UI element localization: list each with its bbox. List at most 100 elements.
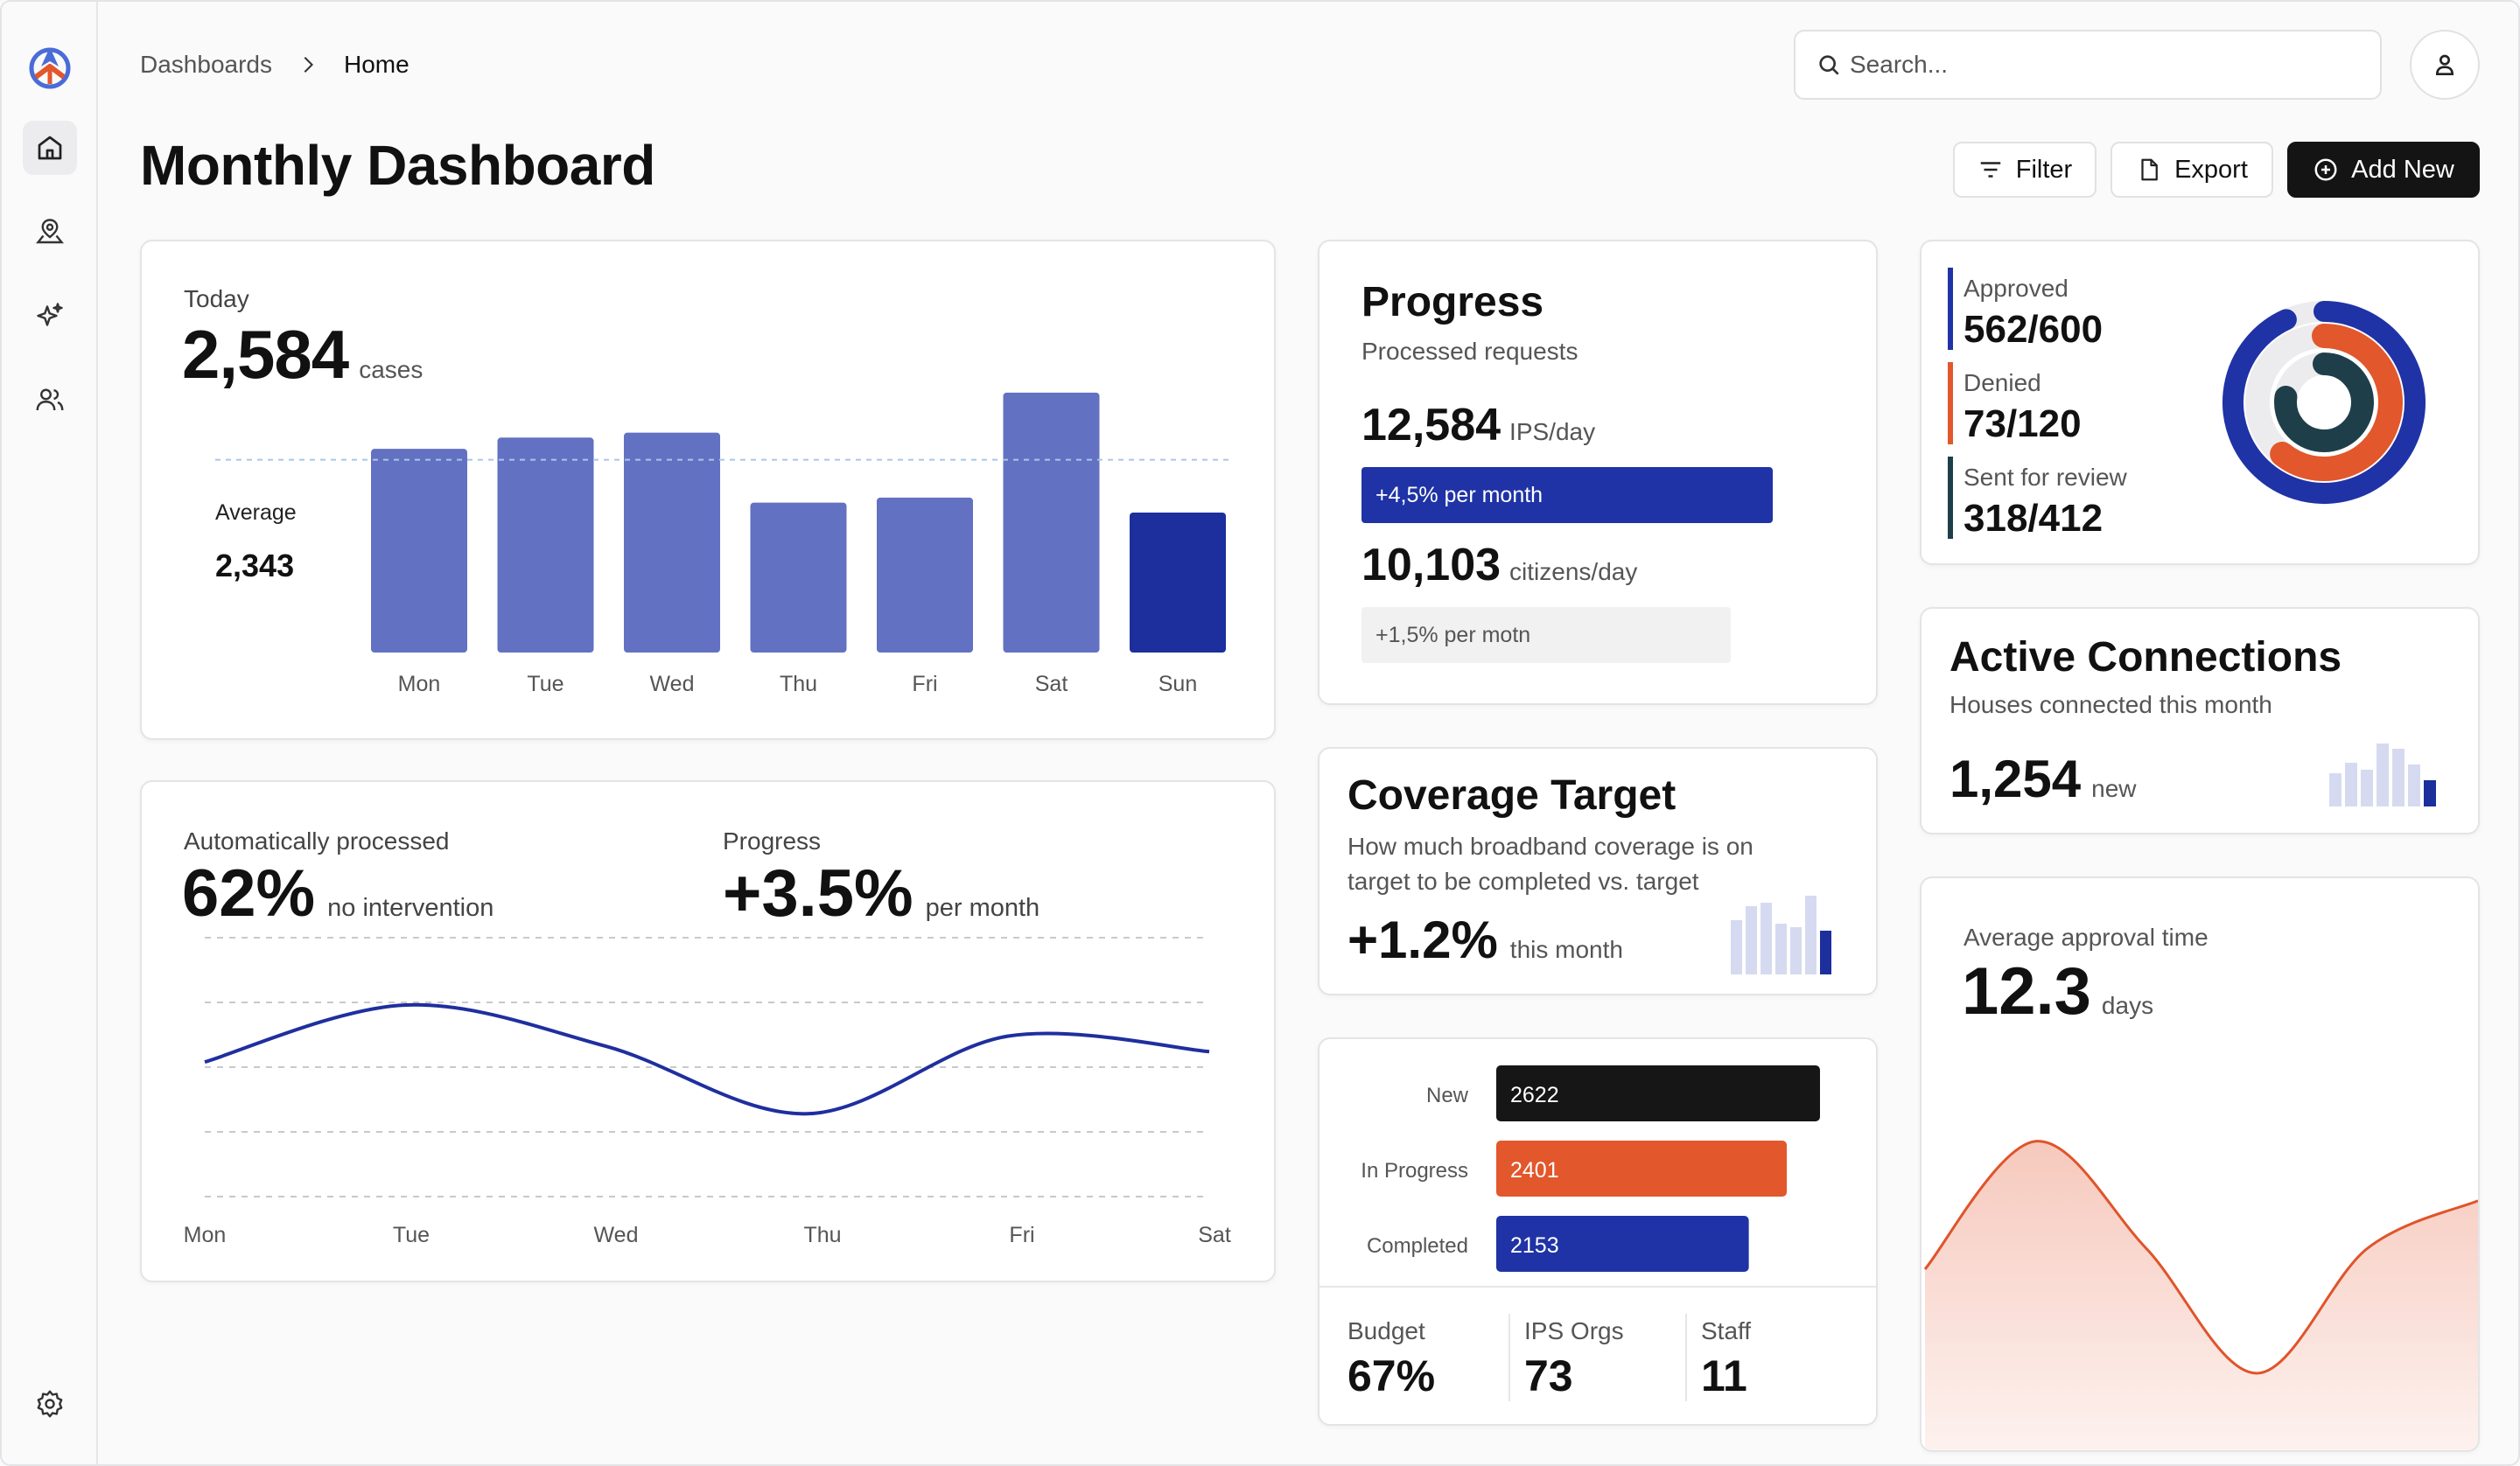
staff-stat: Staff 11 — [1701, 1317, 1751, 1401]
avg-approval-time-card: Average approval time 12.3 days — [1920, 876, 2480, 1452]
breadcrumb-home[interactable]: Home — [343, 51, 410, 78]
denied-label: Denied — [1964, 369, 2041, 396]
divider — [1685, 1314, 1687, 1401]
bar-fri — [877, 497, 973, 653]
x-tick-label: Tue — [393, 1223, 430, 1247]
user-avatar-button[interactable] — [2410, 30, 2480, 100]
progress-card: Progress Processed requests 12,584 IPS/d… — [1318, 240, 1878, 705]
today-value: 2,584 — [182, 316, 349, 393]
status-value-label: 2153 — [1510, 1233, 1559, 1258]
mini-bar — [1775, 924, 1787, 974]
ips-orgs-value: 73 — [1524, 1351, 1573, 1400]
users-icon — [36, 388, 64, 411]
logo-icon — [29, 47, 71, 89]
status-bar-1 — [1496, 1141, 1788, 1197]
review-label: Sent for review — [1964, 464, 2127, 491]
approved-label: Approved — [1964, 275, 2068, 302]
citizens-progress-label: +1,5% per motn — [1376, 622, 1531, 647]
divider — [1320, 1286, 1876, 1288]
average-value: 2,343 — [215, 548, 295, 583]
progress-subtitle: Processed requests — [1362, 338, 1578, 365]
progress-title: Progress — [1362, 279, 1544, 325]
mini-bar — [2376, 743, 2389, 806]
x-tick-label: Sat — [1035, 672, 1068, 696]
approved-marker — [1948, 268, 1953, 350]
status-category-label: New — [1426, 1084, 1469, 1107]
sidebar-item-home[interactable] — [23, 121, 77, 175]
x-tick-label: Thu — [780, 672, 817, 696]
coverage-value: +1.2% — [1348, 911, 1498, 969]
approval-status-card: Approved 562/600 Denied 73/120 Sent for … — [1920, 240, 2480, 565]
processed-line — [204, 1002, 1210, 1116]
sidebar-item-map[interactable] — [23, 205, 77, 259]
status-bar-0 — [1496, 1065, 1820, 1121]
export-button-label: Export — [2174, 155, 2248, 184]
status-category-label: Completed — [1367, 1234, 1468, 1258]
filter-button[interactable]: Filter — [1953, 142, 2096, 198]
connections-subtitle: Houses connected this month — [1950, 691, 2272, 718]
x-tick-label: Wed — [594, 1223, 639, 1247]
mini-bar — [2345, 763, 2357, 806]
x-tick-label: Fri — [1009, 1223, 1034, 1247]
progress-value: +3.5% — [723, 856, 914, 931]
connections-unit: new — [2091, 775, 2137, 802]
mini-bar — [1760, 903, 1772, 974]
status-bar-chart: New 2622 In Progress 2401 Completed 2153 — [1361, 1065, 1820, 1272]
approved-value: 562/600 — [1964, 308, 2104, 351]
avg-time-unit: days — [2101, 992, 2154, 1019]
ips-progress-label: +4,5% per month — [1376, 482, 1544, 507]
donut-arc-denied — [2270, 324, 2403, 481]
staff-value: 11 — [1701, 1351, 1747, 1400]
bar-sun — [1130, 513, 1226, 653]
chevron-right-icon — [304, 57, 313, 73]
staff-label: Staff — [1701, 1317, 1752, 1344]
auto-processed-label: Automatically processed — [184, 827, 450, 855]
approval-area-chart — [1923, 1140, 2478, 1450]
budget-value: 67% — [1348, 1351, 1436, 1400]
ips-orgs-label: IPS Orgs — [1524, 1317, 1624, 1344]
export-button[interactable]: Export — [2110, 142, 2273, 198]
home-icon — [38, 136, 62, 160]
bar-tue — [497, 437, 594, 653]
plus-circle-icon — [2314, 158, 2337, 181]
mini-bar — [2408, 764, 2420, 806]
bar-mon — [371, 449, 467, 653]
ips-per-day-unit: IPS/day — [1509, 418, 1596, 445]
coverage-description: How much broadband coverage is on target… — [1348, 833, 1754, 895]
auto-processed-unit: no intervention — [327, 894, 494, 922]
sidebar-item-users[interactable] — [23, 373, 77, 427]
search-input[interactable] — [1850, 51, 2340, 79]
area-fill — [1925, 1141, 2478, 1450]
x-tick-label: Mon — [398, 672, 441, 696]
budget-label: Budget — [1348, 1317, 1425, 1344]
coverage-title: Coverage Target — [1348, 772, 1676, 819]
citizens-progress-track: +1,5% per motn — [1362, 607, 1824, 663]
auto-processed-card: Automatically processed 62% no intervent… — [140, 780, 1276, 1282]
active-connections-card: Active Connections Houses connected this… — [1920, 607, 2480, 834]
coverage-unit: this month — [1509, 936, 1623, 963]
filter-icon — [1980, 162, 2001, 178]
breadcrumb-dashboards[interactable]: Dashboards — [140, 51, 272, 78]
average-label: Average — [215, 500, 297, 525]
bar-sat — [1003, 392, 1100, 653]
x-tick-label: Fri — [912, 672, 937, 696]
add-new-button[interactable]: Add New — [2287, 142, 2480, 198]
x-tick-label: Sun — [1158, 672, 1197, 696]
search-box — [1794, 30, 2382, 100]
mini-bar — [1746, 906, 1757, 974]
sidebar-item-settings[interactable] — [23, 1377, 77, 1431]
mini-bar — [1731, 920, 1742, 974]
ips-orgs-stat: IPS Orgs 73 — [1524, 1317, 1624, 1401]
today-cases-card: Today 2,584 cases Average 2,343 Mon Tue We… — [140, 240, 1276, 740]
search-icon — [1819, 55, 1839, 75]
user-icon — [2435, 54, 2454, 75]
mini-bar — [1790, 927, 1802, 974]
donut-arc-sent-for-review — [2274, 353, 2374, 452]
sidebar-item-ai[interactable] — [23, 289, 77, 343]
x-tick-label: Thu — [803, 1223, 841, 1247]
connections-mini-chart — [2329, 743, 2436, 806]
denied-value: 73/120 — [1964, 402, 2082, 445]
area-line — [1923, 1140, 2478, 1375]
map-pin-icon — [36, 219, 64, 244]
